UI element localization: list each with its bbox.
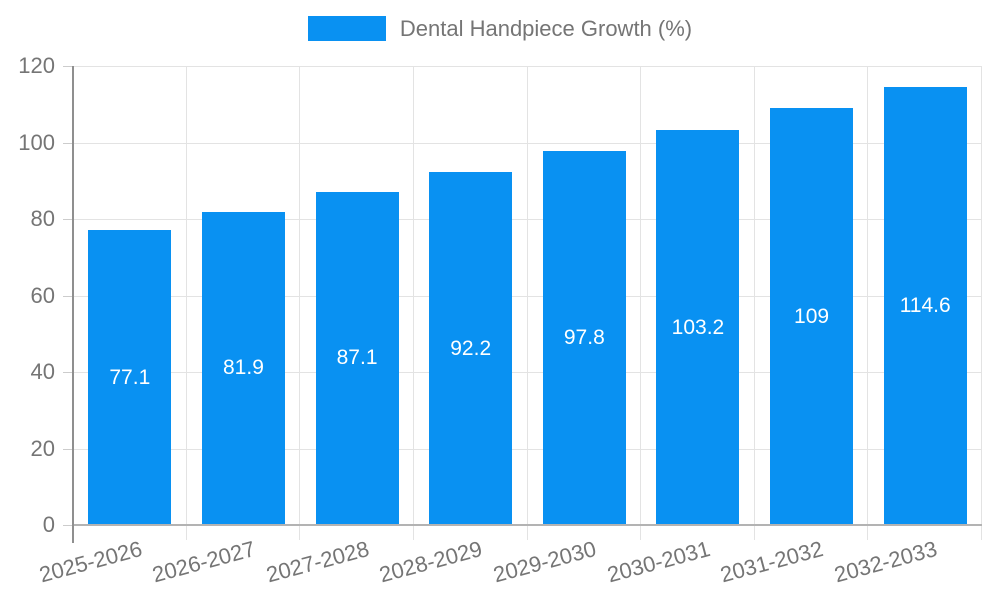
bar (656, 130, 740, 525)
x-tick-label: 2027-2028 (263, 536, 372, 588)
h-gridline (73, 295, 982, 297)
h-gridline (73, 219, 982, 220)
x-tick-label: 2031-2032 (717, 536, 827, 588)
v-gridline (412, 66, 414, 540)
y-tick-mark (63, 142, 73, 144)
y-tick-label: 100 (18, 129, 55, 155)
y-axis-line (72, 66, 74, 543)
bar-value-label: 87.1 (336, 346, 378, 370)
y-tick-label: 60 (30, 282, 55, 308)
y-tick-mark (63, 66, 73, 67)
x-tick-label: 2026-2027 (149, 536, 258, 588)
bar (315, 191, 399, 525)
y-tick-label: 0 (42, 512, 55, 537)
x-tick-label: 2032-2033 (831, 536, 940, 588)
bar (542, 150, 626, 525)
h-gridline (73, 66, 982, 67)
h-gridline (73, 448, 982, 450)
x-tick-label: 2029-2030 (490, 536, 599, 588)
y-tick-mark (63, 372, 73, 373)
bar-value-label: 97.8 (563, 325, 605, 349)
v-gridline (981, 66, 982, 540)
y-tick-mark (63, 448, 73, 450)
y-tick-label: 20 (30, 435, 55, 461)
y-tick-label: 80 (30, 206, 55, 231)
y-tick-label: 120 (18, 53, 55, 78)
bar-value-label: 92.2 (450, 336, 492, 360)
x-axis-line (73, 524, 982, 526)
x-tick-label: 2030-2031 (604, 536, 713, 588)
v-gridline (640, 66, 642, 540)
x-tick-label: 2025-2026 (36, 536, 145, 588)
y-tick-label: 40 (30, 359, 55, 384)
bar-value-label: 109 (794, 304, 830, 328)
bar-value-label: 77.1 (109, 365, 151, 389)
y-tick-mark (63, 525, 73, 526)
bar (201, 211, 285, 525)
v-gridline (753, 66, 755, 540)
v-gridline (299, 66, 301, 540)
legend: Dental Handpiece Growth (%) (0, 16, 1000, 41)
legend-swatch (307, 16, 386, 41)
bar-value-label: 81.9 (223, 356, 264, 380)
y-tick-mark (63, 219, 73, 220)
plot-area: 0 20 40 60 80 100 120 77.1 2025-2026 81.9 2026-202… (18, 53, 982, 587)
v-gridline (185, 66, 187, 540)
bar (883, 86, 967, 525)
bar-value-label: 103.2 (671, 315, 725, 339)
y-tick-mark (63, 295, 73, 297)
legend-label: Dental Handpiece Growth (%) (399, 16, 693, 41)
h-gridline (73, 372, 982, 373)
bar (770, 108, 854, 525)
bar-value-label: 114.6 (899, 293, 951, 317)
v-gridline (526, 66, 528, 540)
bar (88, 230, 172, 525)
h-gridline (73, 142, 982, 144)
bar (429, 172, 513, 525)
v-gridline (867, 66, 869, 540)
x-tick-label: 2028-2029 (377, 536, 486, 588)
